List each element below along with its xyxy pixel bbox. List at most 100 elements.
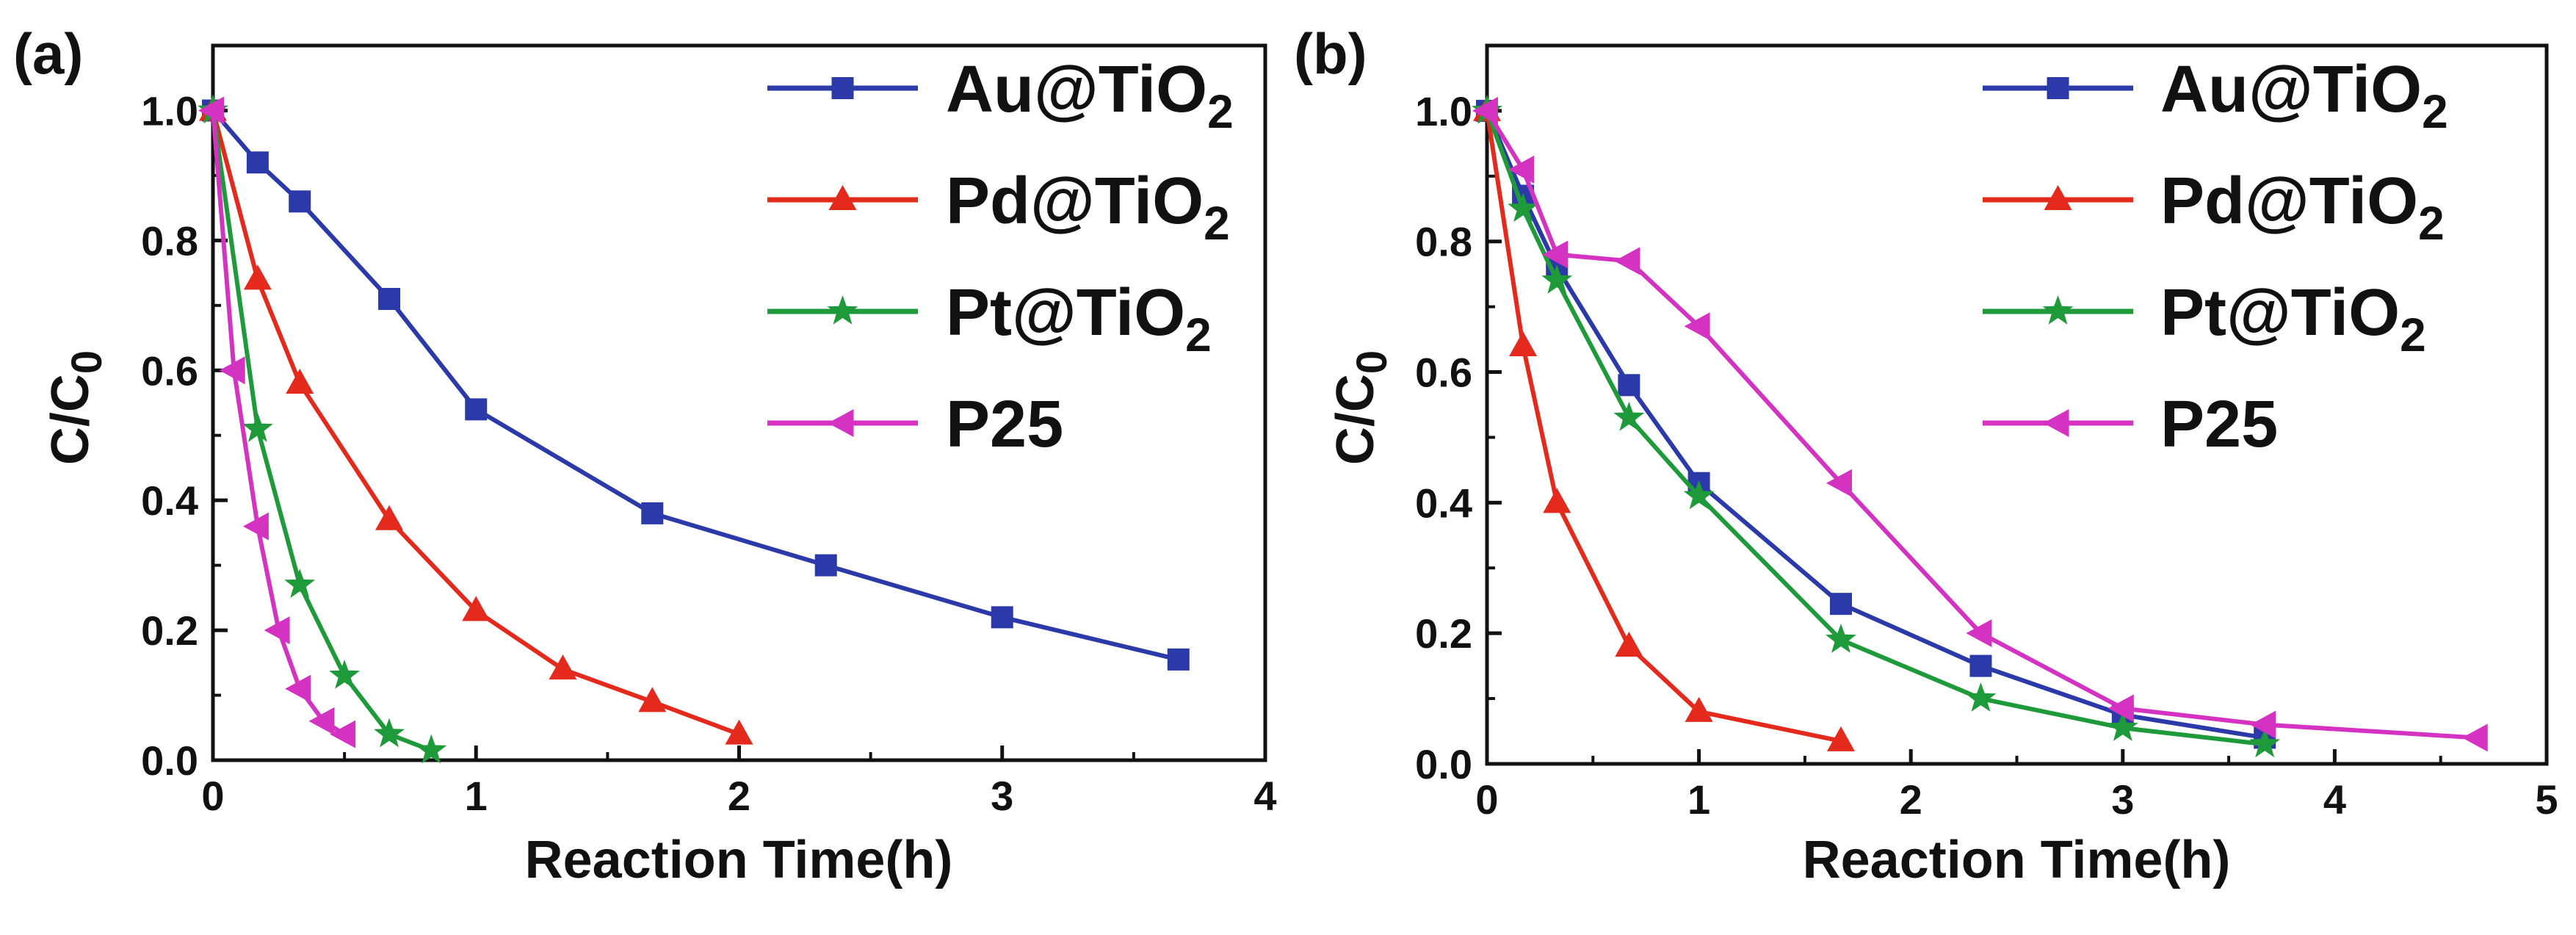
x-tick-label: 5: [2535, 776, 2558, 823]
legend-label-main: Pt@TiO: [946, 276, 1185, 350]
legend-entry: Pd@TiO2: [767, 165, 1230, 250]
legend-label-subscript: 2: [1185, 308, 1212, 361]
data-point: [991, 606, 1013, 629]
legend-label-main: Au@TiO: [2160, 53, 2422, 126]
y-tick-label: 0.2: [1415, 610, 1472, 657]
data-point: [1542, 240, 1569, 269]
data-point: [286, 368, 314, 394]
x-tick-label: 3: [2111, 776, 2134, 823]
data-point: [814, 554, 837, 577]
legend-entry: P25: [767, 388, 1063, 461]
legend-label: Pd@TiO2: [946, 165, 1230, 250]
y-tick-label: 0.4: [1415, 480, 1472, 526]
data-point: [1826, 726, 1855, 751]
x-tick-label: 2: [1900, 776, 1922, 823]
legend-label-main: Pd@TiO: [2160, 165, 2418, 238]
data-point: [243, 264, 272, 290]
y-tick-label: 0.2: [141, 607, 198, 654]
legend-label-subscript: 2: [1207, 85, 1234, 138]
y-tick-label: 0.4: [141, 477, 198, 524]
legend-entry: Pd@TiO2: [1983, 165, 2445, 250]
y-axis-label-main: C/C: [41, 374, 100, 465]
x-axis-label: Reaction Time(h): [525, 831, 953, 889]
y-tick-label: 0.6: [141, 347, 198, 394]
data-point: [329, 660, 360, 689]
data-point: [289, 190, 311, 213]
data-point: [330, 720, 356, 748]
data-point: [285, 674, 311, 703]
legend-label: P25: [946, 388, 1063, 461]
y-axis-label: C/C0: [41, 350, 111, 465]
data-point: [1541, 264, 1573, 294]
legend-marker: [2044, 185, 2072, 210]
legend-marker: [2047, 77, 2069, 99]
x-tick-label: 2: [728, 773, 750, 819]
y-tick-label: 0.8: [141, 217, 198, 264]
legend-marker: [828, 409, 854, 437]
series-line: [1485, 109, 2265, 747]
data-point: [1167, 648, 1190, 671]
data-point: [1966, 619, 1992, 648]
data-point: [641, 502, 664, 524]
y-tick-label: 0.0: [1415, 741, 1472, 787]
y-tick-label: 1.0: [141, 87, 198, 134]
data-point: [1826, 624, 1856, 653]
series-line: [1485, 109, 2477, 740]
data-point: [1683, 480, 1715, 510]
y-tick-label: 0.0: [141, 737, 198, 784]
series-line: [1485, 109, 2265, 740]
data-point: [1618, 374, 1640, 397]
data-point: [378, 287, 401, 310]
series-line: [211, 110, 433, 753]
data-point: [1543, 488, 1571, 513]
y-axis-label: C/C0: [1326, 350, 1396, 465]
data-point: [1615, 631, 1643, 657]
data-point: [1509, 331, 1538, 356]
legend-label-main: P25: [946, 388, 1063, 461]
legend-marker: [828, 185, 857, 210]
data-point: [2461, 723, 2488, 752]
data-point: [1685, 696, 1713, 722]
x-tick-label: 1: [1687, 776, 1710, 823]
series-pttio2: [1472, 94, 2281, 758]
data-point: [219, 356, 245, 385]
data-point: [2250, 710, 2276, 739]
series-p25: [1472, 96, 2488, 752]
chart-panel-b: (b) 0 1 2 3 4 5 0.0 0.2 0.4 0.6 0.8 1.0 Reaction Time…: [1294, 21, 2558, 889]
legend-label-subscript: 2: [2400, 308, 2426, 361]
legend-marker: [831, 77, 854, 99]
series-autio2: [1476, 99, 2276, 749]
legend-label: Au@TiO2: [2160, 53, 2448, 138]
legend-entry: Au@TiO2: [767, 53, 1234, 138]
legend-label-subscript: 2: [1204, 197, 1230, 250]
data-point: [725, 719, 753, 745]
legend-marker: [2042, 295, 2074, 325]
data-point: [1969, 654, 1992, 677]
data-point: [308, 707, 335, 735]
data-point: [374, 718, 405, 748]
x-tick-label: 4: [2323, 776, 2346, 823]
x-tick-label: 1: [465, 773, 488, 819]
legend-marker: [827, 295, 858, 325]
panel-label: (b): [1294, 21, 1367, 86]
legend-label-subscript: 2: [2422, 85, 2448, 138]
legend-label-main: Pt@TiO: [2160, 276, 2400, 350]
x-tick-label: 0: [1475, 776, 1498, 823]
legend-label-subscript: 2: [2418, 197, 2445, 250]
data-point: [246, 151, 269, 174]
panel-label: (a): [13, 21, 83, 86]
data-point: [638, 687, 667, 712]
data-point: [2107, 712, 2138, 741]
legend-entry: Au@TiO2: [1983, 53, 2448, 138]
legend-label-main: Pd@TiO: [946, 165, 1204, 238]
data-point: [1684, 312, 1710, 341]
legend-label-main: Au@TiO: [946, 53, 1207, 126]
legend-entry: P25: [1983, 388, 2278, 461]
y-tick-label: 0.6: [1415, 350, 1472, 396]
data-point: [375, 505, 404, 530]
data-point: [264, 616, 290, 645]
chart-panel-a: (a) 0 1 2 3 4 0.0 0.2 0.4 0.6 0.8 1.0 Reaction Time(…: [13, 21, 1277, 889]
legend-marker: [2043, 409, 2069, 437]
y-axis-label-subscript: 0: [1348, 350, 1396, 374]
data-point: [1614, 247, 1640, 275]
